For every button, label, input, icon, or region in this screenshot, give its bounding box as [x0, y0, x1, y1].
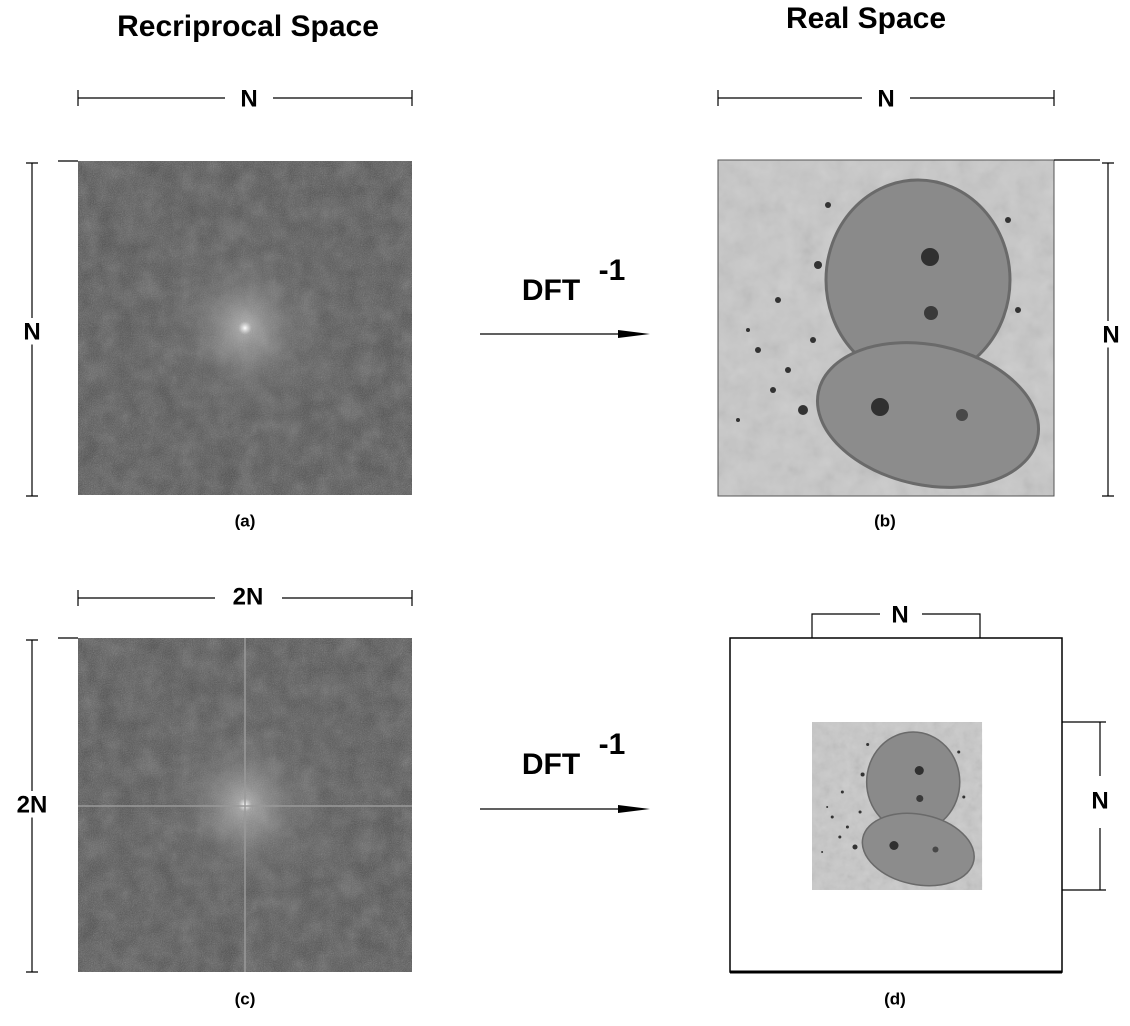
arrow-label: DFT [522, 274, 580, 307]
image-real [812, 722, 982, 895]
panel-a: N N (a) [23, 85, 412, 530]
width-label: N [877, 85, 894, 112]
panel-caption: (b) [874, 511, 896, 530]
arrow-head [618, 805, 650, 813]
panel-b: N N (b) [718, 85, 1120, 530]
height-label: N [1091, 787, 1108, 814]
panel-caption: (a) [235, 511, 256, 530]
arrow-2: DFT -1 [480, 728, 650, 813]
width-label: N [240, 85, 257, 112]
header-left: Recriprocal Space [117, 10, 379, 43]
arrow-1: DFT -1 [480, 254, 650, 338]
height-label: N [23, 318, 40, 345]
width-label: N [891, 601, 908, 628]
image-real [718, 160, 1054, 507]
height-label: 2N [17, 791, 48, 818]
height-label: N [1102, 321, 1119, 348]
arrow-superscript: -1 [599, 728, 626, 761]
image-reciprocal [78, 161, 412, 495]
panel-c: 2N 2N (c) [17, 583, 412, 1008]
header-right: Real Space [786, 2, 946, 35]
panel-d: N N (d) [730, 601, 1109, 1008]
panel-caption: (c) [235, 989, 256, 1008]
arrow-head [618, 330, 650, 338]
arrow-label: DFT [522, 748, 580, 781]
width-label: 2N [233, 583, 264, 610]
figure: Recriprocal Space Real Space N N (a) N N… [0, 0, 1130, 1026]
panel-caption: (d) [884, 989, 906, 1008]
arrow-superscript: -1 [599, 254, 626, 287]
